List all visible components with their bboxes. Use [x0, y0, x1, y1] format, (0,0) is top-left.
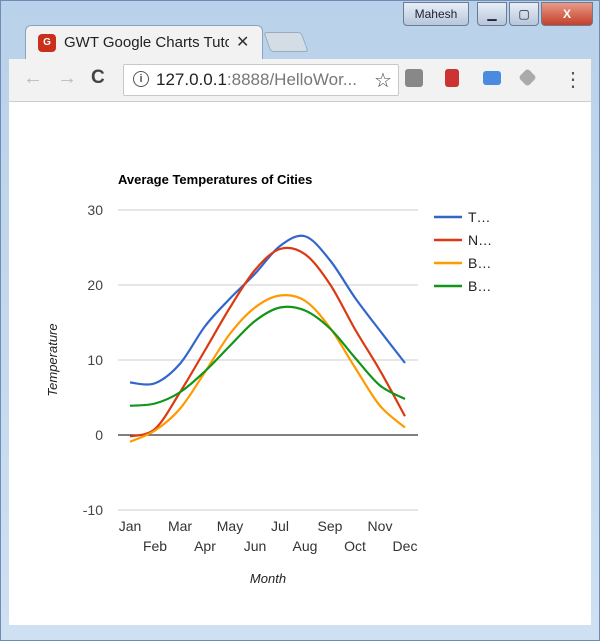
- extension-screen-icon[interactable]: [483, 71, 501, 85]
- legend-label: B…: [468, 278, 491, 294]
- x-tick-label: Jun: [244, 538, 267, 554]
- favicon-icon: G: [38, 34, 56, 52]
- url-host: 127.0.0.1: [156, 70, 227, 89]
- toolbar: ← → C i 127.0.0.1:8888/HelloWor... ☆ ⋮: [9, 59, 591, 102]
- y-axis-label: Temperature: [45, 323, 60, 396]
- extension-book-icon[interactable]: [445, 69, 459, 87]
- legend-label: N…: [468, 232, 492, 248]
- back-icon[interactable]: ←: [23, 67, 43, 89]
- reload-icon[interactable]: C: [91, 67, 105, 88]
- url-text: 127.0.0.1:8888/HelloWor...: [156, 70, 357, 90]
- minimize-icon[interactable]: ▁: [477, 2, 507, 26]
- y-tick-label: 30: [87, 202, 103, 218]
- forward-icon[interactable]: →: [57, 67, 77, 89]
- url-rest: :8888/HelloWor...: [226, 70, 357, 89]
- series-line: [129, 234, 406, 386]
- x-tick-label: Oct: [344, 538, 366, 554]
- y-tick-label: 20: [87, 277, 103, 293]
- new-tab-button[interactable]: [263, 32, 309, 52]
- x-tick-label: Apr: [194, 538, 216, 554]
- y-tick-label: 10: [87, 352, 103, 368]
- x-tick-label: May: [217, 518, 243, 534]
- x-tick-label: Mar: [168, 518, 192, 534]
- extension-shield-icon[interactable]: [405, 69, 423, 87]
- x-tick-label: Sep: [318, 518, 343, 534]
- info-icon[interactable]: i: [133, 71, 149, 87]
- x-axis-label: Month: [250, 571, 286, 586]
- address-bar[interactable]: i 127.0.0.1:8888/HelloWor... ☆: [123, 64, 399, 96]
- menu-icon[interactable]: ⋮: [563, 69, 583, 91]
- x-tick-label: Jan: [119, 518, 142, 534]
- extension-drive-icon[interactable]: [518, 68, 537, 87]
- page-content: Average Temperatures of Cities 30 20 10 0 -1…: [9, 102, 591, 625]
- browser-tab[interactable]: G GWT Google Charts Tuto ✕: [25, 25, 263, 60]
- series-line: [129, 293, 406, 443]
- bookmark-star-icon[interactable]: ☆: [374, 70, 392, 92]
- tab-close-icon[interactable]: ✕: [236, 34, 250, 51]
- y-tick-label: -10: [83, 502, 103, 518]
- legend-label: T…: [468, 209, 491, 225]
- series-line: [129, 246, 406, 438]
- x-tick-label: Aug: [293, 538, 318, 554]
- x-tick-label: Nov: [368, 518, 393, 534]
- line-chart: Average Temperatures of Cities 30 20 10 0 -1…: [45, 172, 492, 586]
- tab-title: GWT Google Charts Tuto: [64, 34, 229, 51]
- close-icon[interactable]: X: [541, 2, 593, 26]
- x-tick-label: Feb: [143, 538, 167, 554]
- maximize-icon[interactable]: ▢: [509, 2, 539, 26]
- series-line: [129, 305, 406, 407]
- window-controls: Mahesh ▁ ▢ X: [403, 2, 593, 26]
- y-tick-label: 0: [95, 427, 103, 443]
- legend-label: B…: [468, 255, 491, 271]
- chart-title: Average Temperatures of Cities: [118, 172, 312, 187]
- x-tick-label: Dec: [393, 538, 418, 554]
- user-button[interactable]: Mahesh: [403, 2, 469, 26]
- x-tick-label: Jul: [271, 518, 289, 534]
